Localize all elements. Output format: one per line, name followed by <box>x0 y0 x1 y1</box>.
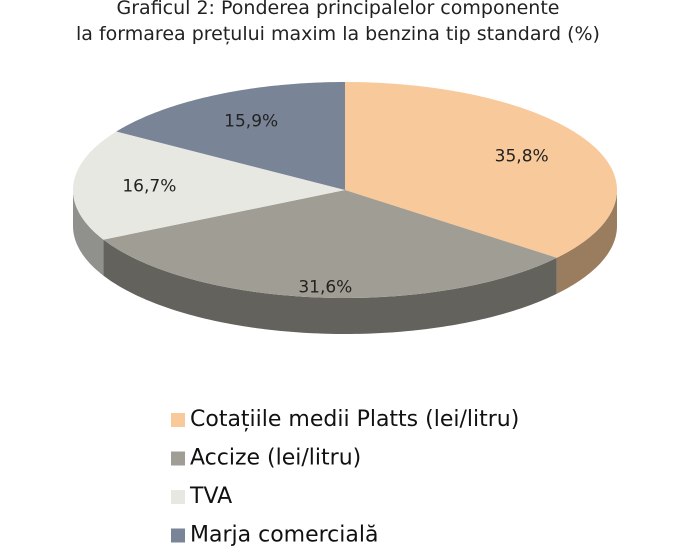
slice <box>103 190 557 298</box>
chart-title: Graficul 2: Ponderea principalelor compo… <box>117 0 560 19</box>
slice <box>345 82 617 258</box>
slice <box>116 82 345 190</box>
legend-label: Cotațiile medii Platts (lei/litru) <box>190 407 519 432</box>
legend-swatch <box>171 490 185 504</box>
slice <box>73 131 345 240</box>
value-label: 15,9% <box>224 112 278 132</box>
slice-side <box>556 190 617 294</box>
legend-label: Marja comercială <box>190 523 378 548</box>
slice-side <box>73 190 104 276</box>
chart-title: la formarea prețului maxim la benzina ti… <box>76 23 600 45</box>
value-label: 35,8% <box>495 146 549 166</box>
value-label: 16,7% <box>122 176 176 196</box>
legend-swatch <box>171 413 185 427</box>
legend-label: Accize (lei/litru) <box>190 446 361 471</box>
legend-swatch <box>171 528 185 543</box>
slice-side <box>103 239 557 334</box>
legend-label: TVA <box>189 484 232 509</box>
value-label: 31,6% <box>298 277 352 297</box>
legend-swatch <box>171 451 185 466</box>
